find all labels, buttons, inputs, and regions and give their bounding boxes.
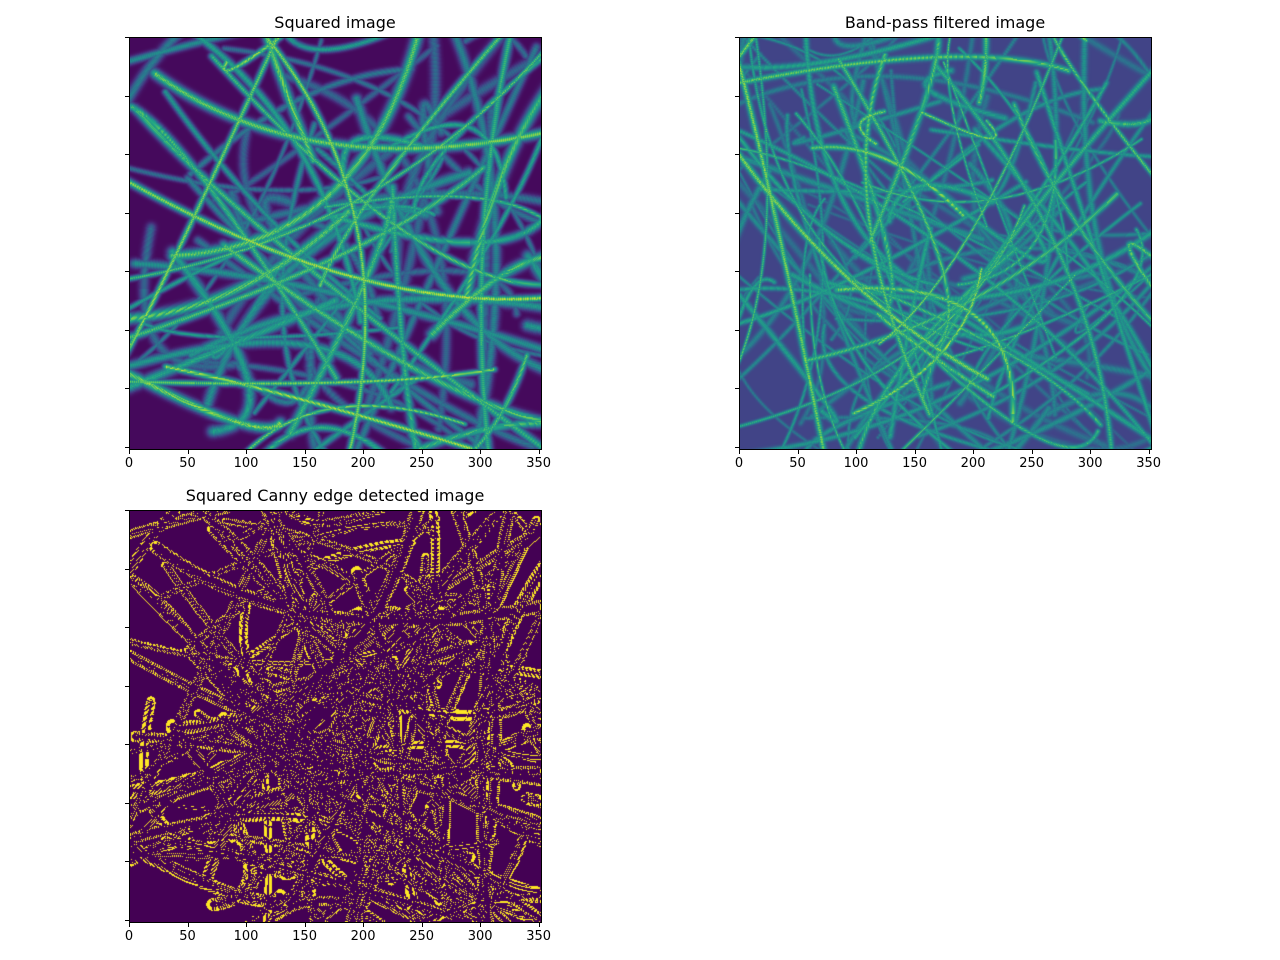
x-tick [1090,450,1092,454]
x-tick-label: 350 [1136,456,1162,471]
x-tick-label: 350 [526,929,552,944]
x-tick [973,450,975,454]
y-tick [125,919,129,921]
x-tick [246,450,248,454]
x-tick [129,923,130,927]
x-tick-label: 0 [734,456,744,471]
y-tick [125,627,129,629]
panel-title: Band-pass filtered image [844,13,1046,32]
x-tick [363,450,365,454]
x-tick-label: 100 [843,456,869,471]
y-tick [735,154,739,156]
y-tick [125,802,129,804]
x-tick-label: 300 [467,929,493,944]
x-tick-label: 0 [124,929,134,944]
x-tick-label: 200 [960,456,986,471]
image-canny-edges [129,510,542,923]
y-tick [125,37,129,38]
x-tick-label: 50 [179,929,196,944]
x-tick [797,450,799,454]
x-tick-label: 250 [409,456,435,471]
y-tick [125,212,129,214]
x-tick [246,923,248,927]
x-tick [739,450,740,454]
y-tick [125,510,129,511]
x-tick-label: 200 [350,456,376,471]
x-tick-label: 150 [292,456,317,471]
x-tick [304,450,306,454]
y-tick [125,744,129,746]
y-tick [125,271,129,273]
y-tick [125,154,129,156]
x-tick [129,450,130,454]
image-squared [129,37,542,450]
x-tick-label: 100 [233,456,259,471]
x-tick-label: 300 [1077,456,1103,471]
x-tick [363,923,365,927]
y-tick [125,95,129,97]
x-tick [421,450,423,454]
x-tick [856,450,858,454]
y-tick [125,685,129,687]
x-tick-label: 50 [789,456,806,471]
x-tick-label: 100 [233,929,259,944]
x-tick-label: 0 [124,456,134,471]
x-tick [480,450,482,454]
x-tick-label: 350 [526,456,552,471]
x-tick-label: 300 [467,456,493,471]
x-tick [421,923,423,927]
y-tick [735,388,739,390]
image-bandpass [739,37,1152,450]
y-tick [735,271,739,273]
y-tick [735,37,739,38]
x-tick-label: 150 [292,929,317,944]
y-tick [735,329,739,331]
x-tick [1148,450,1150,454]
x-tick [538,450,540,454]
x-tick [914,450,916,454]
x-tick-label: 250 [1019,456,1045,471]
y-tick [125,329,129,331]
x-tick-label: 150 [902,456,927,471]
y-tick [125,861,129,863]
panel-title: Squared Canny edge detected image [185,486,485,505]
y-tick [735,95,739,97]
x-tick [480,923,482,927]
panel-title: Squared image [274,13,396,32]
y-tick [125,388,129,390]
y-tick [735,212,739,214]
x-tick [304,923,306,927]
x-tick-label: 200 [350,929,376,944]
x-tick-label: 50 [179,456,196,471]
x-tick [1031,450,1033,454]
x-tick [187,450,189,454]
y-tick [735,446,739,448]
y-tick [125,446,129,448]
x-tick-label: 250 [409,929,435,944]
x-tick [187,923,189,927]
y-tick [125,568,129,570]
x-tick [538,923,540,927]
